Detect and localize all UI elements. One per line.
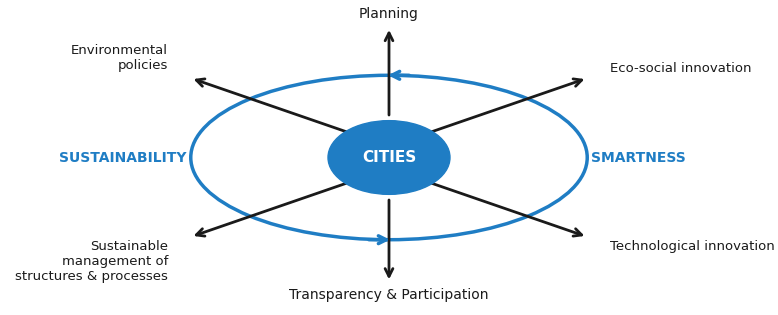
Text: Sustainable
management of
structures & processes: Sustainable management of structures & p… (15, 240, 168, 283)
Text: CITIES: CITIES (362, 150, 416, 165)
Text: Environmental
policies: Environmental policies (71, 44, 168, 72)
Text: Planning: Planning (359, 8, 419, 21)
Ellipse shape (328, 121, 450, 194)
Text: SMARTNESS: SMARTNESS (591, 151, 685, 164)
Text: Transparency & Participation: Transparency & Participation (289, 288, 489, 302)
Text: Technological innovation: Technological innovation (610, 240, 775, 253)
Text: Eco-social innovation: Eco-social innovation (610, 62, 752, 75)
Text: SUSTAINABILITY: SUSTAINABILITY (59, 151, 187, 164)
